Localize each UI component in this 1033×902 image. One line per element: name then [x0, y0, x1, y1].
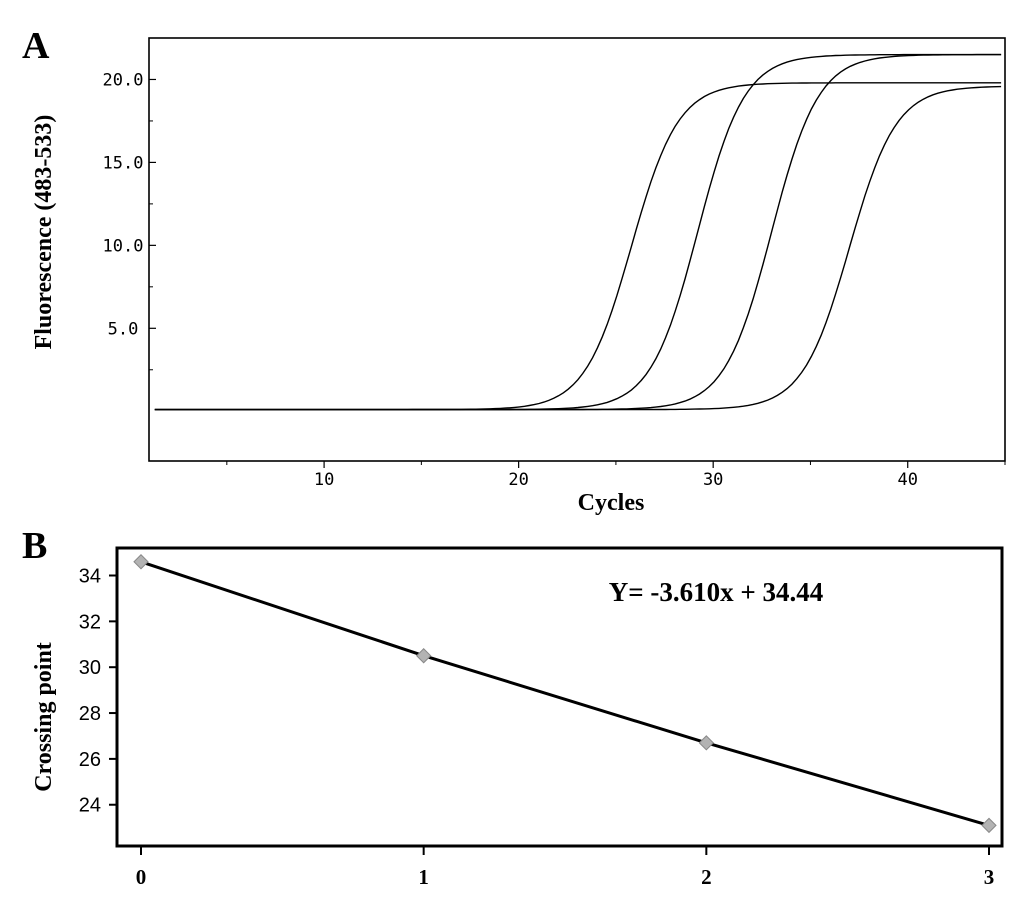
amplification-curve [154, 53, 1002, 411]
data-point [415, 648, 432, 664]
y-tick-label-b: 34 [79, 566, 101, 588]
y-tick-label-a: 5.0 [108, 319, 139, 339]
x-axis-title-a: Cycles [578, 490, 645, 516]
regression-equation: Y= -3.610x + 34.44 [609, 577, 824, 607]
plot-frame-b [115, 546, 1004, 848]
x-tick-label-a: 30 [703, 470, 723, 490]
y-tick-label-a: 20.0 [103, 70, 144, 90]
axis-ticks-a: 10 20 30 40 5.0 10.0 15.0 20.0 [103, 70, 1006, 490]
plot-frame-a [148, 37, 1006, 462]
x-tick-label-a: 40 [897, 470, 917, 490]
data-point [698, 735, 715, 751]
y-tick-label-b: 24 [79, 795, 101, 817]
regression-line [140, 560, 990, 827]
panel-b: 0 1 2 3 24 26 28 30 32 34 Y= -3.610x + 34.44 Cros… [31, 546, 1004, 889]
y-tick-label-b: 26 [79, 749, 101, 771]
panel-letter-b: B [22, 525, 47, 567]
panel-a: 10 20 30 40 5.0 10.0 15.0 20.0 Cycles Fluoresce… [31, 37, 1006, 516]
y-tick-label-b: 28 [79, 703, 101, 725]
regression-line [140, 560, 990, 827]
y-axis-title-a: Fluorescence (483-533) [31, 115, 57, 350]
y-tick-label-a: 15.0 [103, 153, 144, 173]
amplification-curve [154, 85, 1002, 411]
axis-ticks-b: 0 1 2 3 24 26 28 30 32 34 [79, 566, 995, 889]
y-tick-label-b: 30 [79, 657, 101, 679]
x-tick-label-b: 3 [984, 865, 995, 889]
x-tick-label-b: 1 [418, 865, 429, 889]
y-axis-title-b: Crossing point [31, 642, 57, 792]
x-tick-label-a: 10 [314, 470, 334, 490]
standard-points [133, 554, 997, 834]
y-tick-label-a: 10.0 [103, 236, 144, 256]
amplification-curve [154, 53, 1002, 411]
data-point [133, 554, 149, 570]
y-tick-label-b: 32 [79, 611, 101, 633]
amplification-curves [154, 53, 1002, 411]
x-tick-label-b: 2 [701, 865, 712, 889]
amplification-curve [154, 82, 1002, 411]
data-point [981, 817, 997, 834]
panel-letter-a: A [22, 25, 50, 67]
x-tick-label-a: 20 [508, 470, 528, 490]
x-tick-label-b: 0 [136, 865, 147, 889]
